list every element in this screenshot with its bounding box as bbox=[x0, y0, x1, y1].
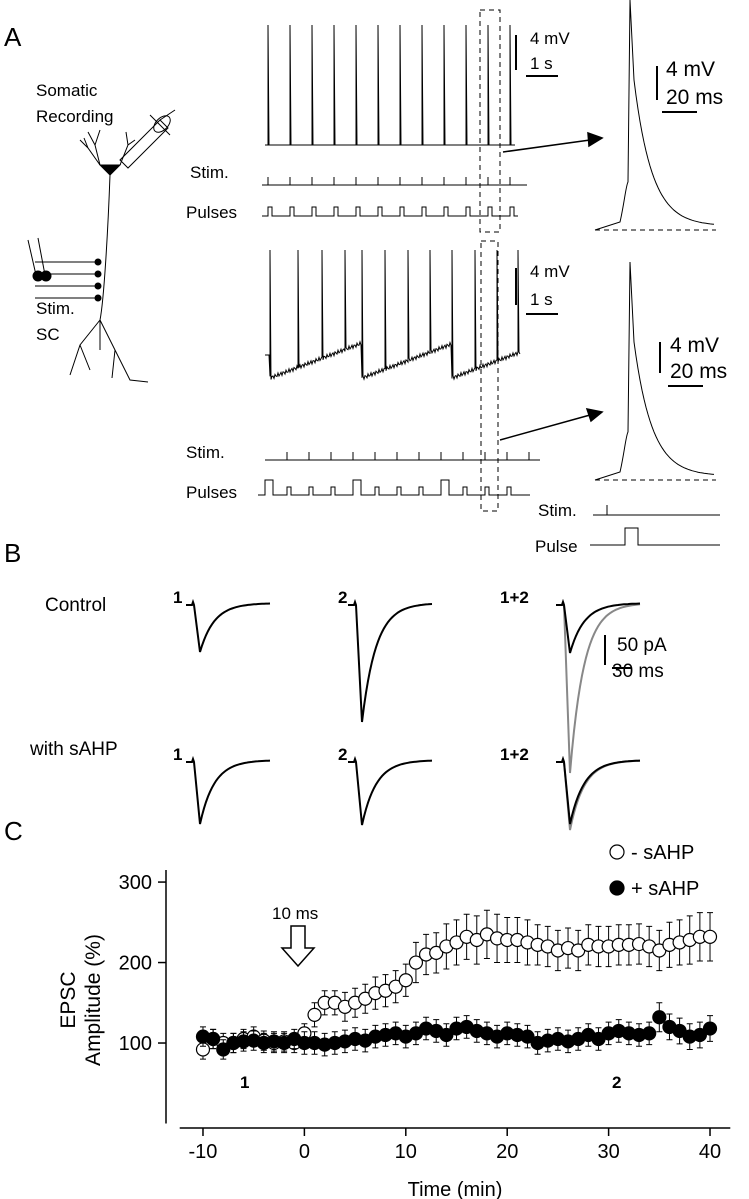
stim-site-label: Stim. bbox=[36, 299, 75, 318]
data-point bbox=[307, 1007, 322, 1022]
panel-label: B bbox=[4, 538, 21, 568]
column-label: 2 bbox=[338, 745, 347, 764]
scale-label: 20 ms bbox=[670, 360, 727, 383]
scale-label: 30 ms bbox=[612, 661, 664, 682]
scale-label: 4 mV bbox=[530, 262, 570, 281]
epsc-trace bbox=[186, 755, 271, 825]
column-label: 2 bbox=[338, 588, 347, 607]
epsc-trace bbox=[348, 598, 433, 723]
dashed-box bbox=[479, 9, 716, 512]
recording-label: Recording bbox=[36, 107, 114, 126]
scale-label: 4 mV bbox=[530, 29, 570, 48]
neuron bbox=[27, 109, 176, 383]
legend-label: + sAHP bbox=[631, 878, 699, 900]
voltage-trace bbox=[265, 24, 515, 146]
y-tick-label: 300 bbox=[119, 872, 152, 894]
legend-label: - sAHP bbox=[631, 842, 694, 864]
voltage-trace bbox=[265, 249, 521, 381]
column-label: 1 bbox=[173, 745, 182, 764]
annotation: 1 bbox=[240, 1073, 249, 1092]
data-point bbox=[652, 1010, 667, 1025]
panel-label: A bbox=[4, 22, 22, 52]
scale-label: 1 s bbox=[530, 290, 553, 309]
annotation-arrow bbox=[280, 925, 316, 968]
y-tick-label: 100 bbox=[119, 1033, 152, 1055]
x-tick-label: -10 bbox=[189, 1141, 218, 1163]
column-label: 1+2 bbox=[500, 745, 529, 764]
x-axis-label: Time (min) bbox=[408, 1179, 503, 1199]
stim-trace bbox=[262, 177, 527, 186]
stim-site-label: SC bbox=[36, 325, 60, 344]
annotation: 2 bbox=[612, 1073, 621, 1092]
scale-bar bbox=[515, 35, 703, 387]
x-tick-label: 40 bbox=[699, 1141, 721, 1163]
data-point bbox=[520, 1029, 535, 1044]
epsc-trace bbox=[186, 598, 271, 653]
condition-label: with sAHP bbox=[29, 739, 118, 760]
scale-label: 1 s bbox=[530, 54, 553, 73]
y-tick-label: 200 bbox=[119, 953, 152, 975]
data-point bbox=[692, 1027, 707, 1043]
inset-stim-trace bbox=[590, 505, 720, 546]
column-label: 1 bbox=[173, 588, 182, 607]
scale-label: 4 mV bbox=[670, 334, 719, 357]
epsc-trace bbox=[556, 598, 641, 774]
stim-label: Stim. bbox=[186, 443, 225, 462]
epsc-trace bbox=[556, 598, 641, 654]
data-point bbox=[702, 929, 718, 944]
pulses-label: Pulses bbox=[186, 203, 237, 222]
stim-trace bbox=[265, 452, 540, 461]
x-tick-label: 20 bbox=[496, 1141, 518, 1163]
scale-bar bbox=[604, 635, 632, 669]
arrow bbox=[499, 131, 604, 441]
recording-label: Somatic bbox=[36, 81, 98, 100]
x-tick-label: 30 bbox=[597, 1141, 619, 1163]
epsc-trace bbox=[348, 755, 433, 826]
data-point bbox=[429, 945, 444, 960]
spike-inset bbox=[594, 0, 715, 231]
data-point bbox=[398, 973, 413, 988]
y-axis-label: Amplitude (%) bbox=[82, 934, 105, 1066]
pulse-trace bbox=[262, 206, 518, 217]
data-point bbox=[702, 1021, 718, 1036]
legend-marker bbox=[609, 880, 625, 896]
x-tick-label: 10 bbox=[395, 1141, 417, 1163]
legend-marker bbox=[609, 844, 625, 860]
data-point bbox=[408, 955, 424, 970]
data-point bbox=[439, 1027, 454, 1043]
stim-label: Stim. bbox=[538, 501, 577, 520]
pulses-label: Pulses bbox=[186, 483, 237, 502]
data-point bbox=[388, 979, 403, 994]
column-label: 1+2 bbox=[500, 588, 529, 607]
annotation: 10 ms bbox=[272, 904, 318, 923]
data-point bbox=[216, 1042, 231, 1057]
scale-label: 4 mV bbox=[666, 58, 715, 81]
scale-label: 50 pA bbox=[617, 635, 667, 656]
condition-label: Control bbox=[45, 595, 106, 616]
pulse-label: Pulse bbox=[535, 537, 578, 556]
panel-label: C bbox=[4, 816, 23, 846]
x-tick-label: 0 bbox=[299, 1141, 310, 1163]
scale-label: 20 ms bbox=[666, 86, 723, 109]
spike-inset bbox=[594, 261, 715, 481]
stim-label: Stim. bbox=[190, 163, 229, 182]
data-point bbox=[642, 1026, 657, 1041]
data-point bbox=[206, 1031, 221, 1047]
pulse-trace bbox=[258, 479, 530, 496]
epsc-trace bbox=[556, 755, 641, 825]
y-axis-label: EPSC bbox=[57, 971, 80, 1028]
